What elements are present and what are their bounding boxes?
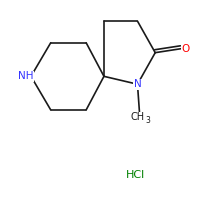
Text: CH: CH — [130, 112, 145, 122]
Text: N: N — [134, 79, 141, 89]
Text: HCl: HCl — [126, 170, 145, 180]
Text: O: O — [182, 44, 190, 54]
Text: 3: 3 — [146, 116, 151, 125]
Text: NH: NH — [18, 71, 34, 81]
